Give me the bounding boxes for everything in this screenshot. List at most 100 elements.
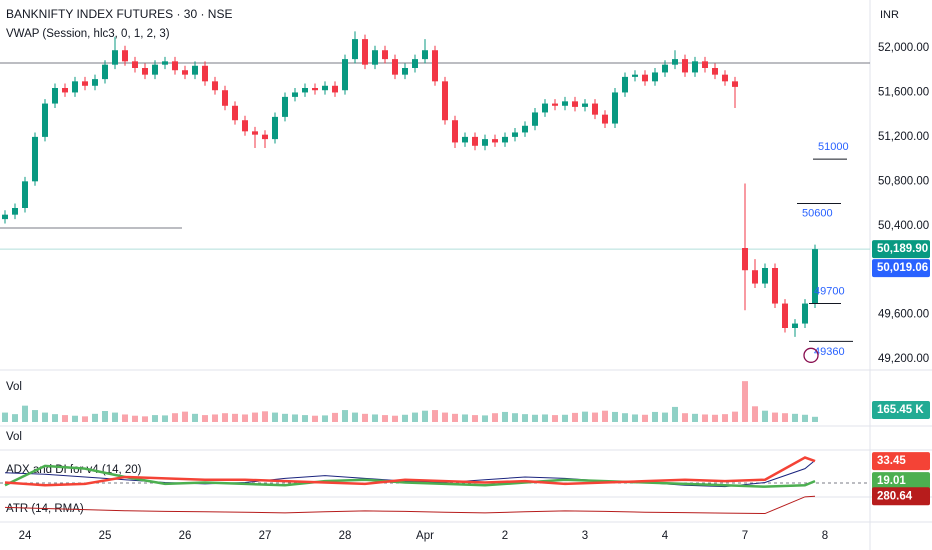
volume-bar xyxy=(132,415,138,422)
x-tick-label: 8 xyxy=(822,530,828,542)
volume-bar xyxy=(742,381,748,422)
volume-bar xyxy=(442,412,448,422)
candle-body xyxy=(192,65,198,75)
candle-body xyxy=(622,76,628,93)
volume-bar xyxy=(772,412,778,422)
candle-body xyxy=(242,120,248,132)
candle-body xyxy=(12,208,18,215)
volume-tag-label: 165.45 K xyxy=(877,404,924,416)
indicator-line xyxy=(4,495,816,515)
y-tick-label: 52,000.00 xyxy=(878,42,929,54)
candle-body xyxy=(652,72,658,82)
volume-bar xyxy=(462,414,468,422)
indicator-line xyxy=(4,464,816,488)
candle-body xyxy=(362,39,368,65)
candle-body xyxy=(682,59,688,73)
candle-body xyxy=(452,120,458,143)
candle-body xyxy=(52,88,58,104)
level-label: 50600 xyxy=(802,207,833,219)
level-label: 49700 xyxy=(814,285,845,297)
x-tick-label: 28 xyxy=(339,530,352,542)
candle-body xyxy=(302,88,308,93)
candle-body xyxy=(112,50,118,65)
volume-bar xyxy=(12,414,18,422)
volume-bar xyxy=(702,414,708,422)
volume-bar xyxy=(472,415,478,422)
volume-bar xyxy=(22,405,28,422)
volume-bar xyxy=(782,413,788,422)
volume-bar xyxy=(532,414,538,422)
volume-bar xyxy=(642,414,648,422)
candle-body xyxy=(562,101,568,106)
volume-bar xyxy=(542,414,548,422)
candle-body xyxy=(492,139,498,143)
volume-bar xyxy=(582,411,588,422)
candle-body xyxy=(602,114,608,124)
volume-bar xyxy=(362,413,368,422)
volume-bar xyxy=(382,415,388,422)
candle-body xyxy=(582,103,588,107)
candle-body xyxy=(142,68,148,75)
candle-body xyxy=(572,101,578,107)
candle-body xyxy=(122,50,128,62)
volume-bar xyxy=(562,414,568,422)
volume-bar xyxy=(32,410,38,422)
candle-body xyxy=(462,136,468,143)
candle-body xyxy=(722,74,728,82)
candle-body xyxy=(732,81,738,87)
candle-body xyxy=(322,85,328,91)
candle-body xyxy=(2,214,8,220)
candle-body xyxy=(332,85,338,93)
candle-body xyxy=(202,65,208,82)
candle-body xyxy=(232,105,238,121)
candle-body xyxy=(792,323,798,328)
volume-tag xyxy=(872,401,930,419)
volume-bar xyxy=(52,414,58,422)
candle-body xyxy=(172,61,178,71)
indicator-line xyxy=(4,456,816,487)
candle-body xyxy=(312,88,318,91)
volume-bar xyxy=(42,412,48,422)
candle-body xyxy=(282,96,288,117)
volume-bar xyxy=(372,414,378,422)
candle-body xyxy=(272,116,278,140)
volume-bar xyxy=(802,414,808,422)
volume-bar xyxy=(452,413,458,422)
volume-bar xyxy=(482,415,488,422)
volume-bar xyxy=(612,411,618,422)
price-tag xyxy=(872,259,930,278)
candle-body xyxy=(432,50,438,82)
volume-bar xyxy=(82,416,88,422)
volume-bar xyxy=(292,414,298,422)
candle-body xyxy=(382,50,388,60)
candle-body xyxy=(212,81,218,91)
volume-title: Vol xyxy=(6,381,22,393)
volume-bar xyxy=(92,413,98,422)
volume-bar xyxy=(232,413,238,422)
candle-body xyxy=(782,303,788,328)
x-tick-label: 3 xyxy=(582,530,588,542)
volume-bar xyxy=(112,412,118,422)
candle-body xyxy=(352,39,358,60)
volume-bar xyxy=(522,414,528,422)
candle-body xyxy=(182,70,188,75)
volume-bar xyxy=(632,414,638,422)
volume-bar xyxy=(412,412,418,422)
level-label: 51000 xyxy=(818,141,849,153)
volume-bar xyxy=(812,416,818,422)
volume-bar xyxy=(622,413,628,422)
volume-bar xyxy=(272,412,278,422)
candle-body xyxy=(552,103,558,106)
candle-body xyxy=(502,136,508,143)
volume-bar xyxy=(762,410,768,422)
subtitle: VWAP (Session, hlc3, 0, 1, 2, 3) xyxy=(6,28,170,40)
candle-body xyxy=(742,248,748,271)
volume-bar xyxy=(432,410,438,422)
volume-bar xyxy=(202,415,208,422)
volume-bar xyxy=(182,411,188,422)
volume-bar xyxy=(152,415,158,422)
price-tag-label: 50,019.06 xyxy=(877,262,928,274)
candle-body xyxy=(532,112,538,126)
volume-bar xyxy=(222,413,228,422)
